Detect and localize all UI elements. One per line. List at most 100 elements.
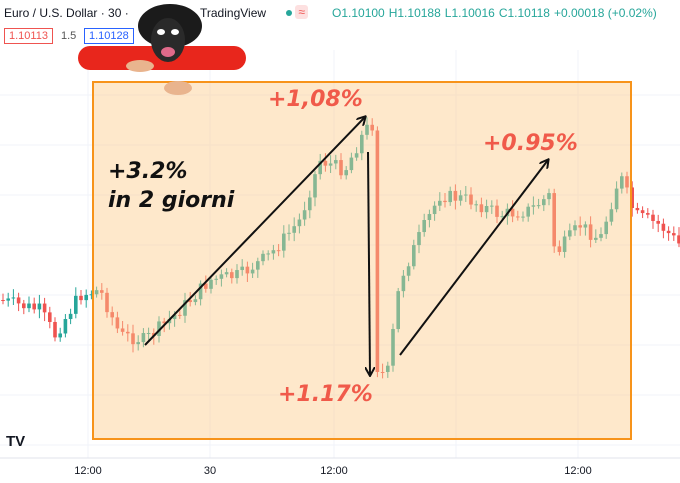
bid[interactable]: 1.10113 (4, 28, 53, 44)
candle (516, 216, 520, 218)
candle (266, 253, 270, 255)
annotation: +3.2% (108, 159, 187, 184)
candle (604, 221, 608, 235)
candle (297, 219, 302, 227)
candle (599, 234, 603, 238)
candle (235, 270, 239, 279)
candle (105, 292, 109, 313)
candle (417, 232, 421, 246)
candle (542, 199, 546, 206)
candle (453, 190, 458, 201)
candle (588, 224, 593, 240)
candle (287, 232, 291, 234)
candle (360, 134, 364, 154)
candle (94, 290, 99, 295)
candle (334, 160, 338, 164)
candle (630, 187, 634, 208)
candle (521, 216, 525, 218)
candle (609, 209, 614, 222)
candle (32, 303, 36, 310)
candle (490, 205, 494, 207)
candle (349, 157, 354, 171)
candle (406, 266, 411, 276)
candle (625, 176, 629, 188)
candle (313, 174, 317, 198)
spread: 1.5 (61, 30, 77, 42)
candle (198, 283, 203, 300)
candle (126, 331, 130, 334)
x-tick-label: 12:00 (74, 465, 102, 477)
annotation: +1,08% (268, 87, 363, 112)
x-tick-label: 30 (204, 465, 216, 477)
candle (79, 295, 83, 301)
candle (469, 194, 473, 205)
candle (42, 303, 47, 313)
candle (256, 261, 260, 270)
candle (240, 266, 244, 271)
candle (427, 214, 432, 221)
ask[interactable]: 1.10128 (84, 28, 134, 44)
ohlc-value: +0.00018 (+0.02%) (553, 6, 657, 20)
arrow (399, 160, 548, 356)
annotation: +1.17% (278, 382, 373, 407)
candle (183, 300, 187, 316)
candle (37, 303, 42, 310)
candle (136, 342, 140, 345)
mascot-hand (164, 81, 192, 95)
candle (193, 299, 198, 303)
candle (443, 200, 447, 203)
candle (562, 236, 567, 252)
candle (58, 333, 62, 338)
candle (531, 205, 536, 207)
candle (141, 333, 146, 343)
candle (547, 193, 551, 200)
candle (386, 365, 390, 372)
candle (479, 204, 484, 213)
candle (318, 160, 322, 175)
candle (651, 214, 655, 221)
candle (16, 297, 21, 304)
annotation: +0.95% (483, 131, 578, 156)
candle (422, 220, 426, 233)
ohlc-value: C1.10118 (498, 6, 550, 20)
candle (391, 329, 395, 366)
candle (302, 210, 307, 220)
candle (557, 246, 562, 252)
candle (22, 303, 26, 309)
highlight-box (92, 81, 632, 440)
candle (380, 372, 385, 373)
annotation: in 2 giorni (108, 188, 235, 213)
candle (63, 319, 68, 334)
mascot-face (151, 18, 185, 62)
candle (162, 321, 166, 324)
candle (271, 250, 276, 254)
candle (401, 275, 406, 292)
candle (620, 176, 624, 189)
candle (178, 314, 182, 316)
ohlc-value: H1.10188 (388, 6, 441, 20)
candle (120, 328, 125, 332)
candle (438, 200, 442, 206)
candle (656, 220, 660, 224)
candle (495, 205, 499, 217)
candle (614, 188, 619, 210)
candle (510, 208, 515, 217)
candle (578, 225, 582, 228)
candle (594, 237, 598, 240)
candle (110, 312, 114, 318)
symbol: Euro / U.S. Dollar · 30 · (4, 6, 129, 20)
ohlc: O1.10100 H1.10188 L1.10016 C1.10118 +0.00018… (332, 6, 661, 20)
candle (375, 130, 380, 372)
candle (292, 226, 296, 233)
candle (308, 197, 312, 211)
candle (536, 205, 541, 207)
candle (282, 233, 286, 251)
candle (204, 283, 208, 289)
candle (666, 230, 671, 234)
candle (84, 294, 88, 301)
candle (214, 278, 218, 280)
candle (464, 194, 468, 196)
x-tick-label: 12:00 (320, 465, 348, 477)
candle (100, 290, 104, 293)
